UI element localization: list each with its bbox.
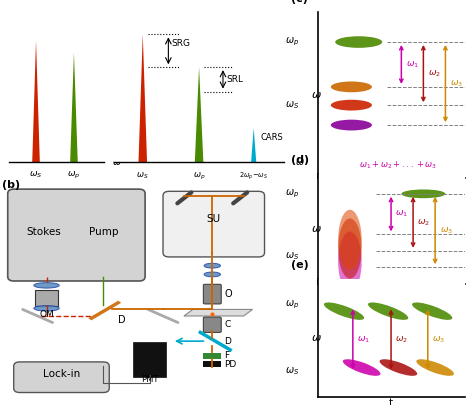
FancyBboxPatch shape <box>203 361 221 367</box>
Ellipse shape <box>34 306 59 311</box>
Ellipse shape <box>380 359 417 376</box>
Text: $\omega_3$: $\omega_3$ <box>450 78 463 89</box>
Text: D: D <box>118 315 126 324</box>
Text: SRG: SRG <box>172 39 191 48</box>
Polygon shape <box>70 53 78 162</box>
Text: PMT: PMT <box>141 375 158 384</box>
Text: SRL: SRL <box>227 75 243 84</box>
Ellipse shape <box>338 232 362 292</box>
FancyBboxPatch shape <box>203 284 221 304</box>
Ellipse shape <box>331 119 372 130</box>
Ellipse shape <box>331 100 372 111</box>
Text: $\omega_1$: $\omega_1$ <box>357 334 370 345</box>
Text: SU: SU <box>207 214 221 224</box>
Polygon shape <box>88 301 121 320</box>
Text: $\omega_3$: $\omega_3$ <box>439 225 453 236</box>
Text: (e): (e) <box>291 260 309 270</box>
Text: $\omega_p$: $\omega_p$ <box>67 170 81 181</box>
Text: Lock-in: Lock-in <box>43 369 80 379</box>
Text: F: F <box>224 351 229 360</box>
Text: $\omega_1+\omega_2+...+\omega_3$: $\omega_1+\omega_2+...+\omega_3$ <box>359 160 438 171</box>
Text: $\omega_p$: $\omega_p$ <box>285 188 300 200</box>
FancyBboxPatch shape <box>203 317 221 333</box>
Text: $\omega_2$: $\omega_2$ <box>395 334 409 345</box>
Text: $\omega_S$: $\omega_S$ <box>29 170 43 180</box>
Ellipse shape <box>412 303 452 320</box>
Y-axis label: $\omega$: $\omega$ <box>311 90 321 100</box>
Polygon shape <box>195 67 203 162</box>
X-axis label: t: t <box>389 285 393 295</box>
Ellipse shape <box>338 210 362 270</box>
Text: (b): (b) <box>2 180 20 190</box>
Polygon shape <box>138 34 147 162</box>
Text: $\omega_p$: $\omega_p$ <box>285 36 300 48</box>
Text: $\omega$: $\omega$ <box>295 157 304 167</box>
Text: $\omega_2$: $\omega_2$ <box>418 217 430 228</box>
Text: CARS: CARS <box>261 133 283 142</box>
Text: $\omega_1$: $\omega_1$ <box>406 59 419 70</box>
Text: $2\omega_p\!-\!\omega_S$: $2\omega_p\!-\!\omega_S$ <box>239 171 268 182</box>
Ellipse shape <box>331 81 372 92</box>
Ellipse shape <box>335 36 382 48</box>
Text: (d): (d) <box>291 155 309 165</box>
FancyBboxPatch shape <box>8 189 145 281</box>
X-axis label: t: t <box>389 398 393 405</box>
Text: (c): (c) <box>291 0 308 4</box>
Text: $\omega_S$: $\omega_S$ <box>285 250 300 262</box>
Text: OM: OM <box>39 310 54 319</box>
Text: C: C <box>224 320 230 329</box>
Ellipse shape <box>416 359 454 376</box>
Ellipse shape <box>343 359 381 376</box>
X-axis label: t: t <box>389 179 393 190</box>
Text: $\omega$: $\omega$ <box>112 157 122 167</box>
Y-axis label: $\omega$: $\omega$ <box>311 333 321 343</box>
Polygon shape <box>184 309 253 316</box>
Ellipse shape <box>34 283 59 288</box>
Text: $\omega_p$: $\omega_p$ <box>193 171 205 182</box>
Ellipse shape <box>401 190 446 198</box>
Text: $\omega_1$: $\omega_1$ <box>395 209 409 220</box>
FancyBboxPatch shape <box>133 342 166 377</box>
FancyBboxPatch shape <box>203 353 221 359</box>
Text: $\omega_S$: $\omega_S$ <box>285 365 300 377</box>
Polygon shape <box>251 128 256 162</box>
Text: Pump: Pump <box>89 227 118 237</box>
FancyBboxPatch shape <box>163 191 264 257</box>
Ellipse shape <box>204 272 220 277</box>
Text: $\omega_3$: $\omega_3$ <box>432 334 445 345</box>
Y-axis label: $\omega$: $\omega$ <box>311 224 321 234</box>
Text: PD: PD <box>224 360 237 369</box>
Text: D: D <box>224 337 231 345</box>
Ellipse shape <box>324 303 364 320</box>
Text: $\omega_S$: $\omega_S$ <box>137 171 149 181</box>
FancyBboxPatch shape <box>35 290 58 306</box>
Text: O: O <box>224 289 232 299</box>
FancyBboxPatch shape <box>14 362 109 392</box>
Text: $\omega_2$: $\omega_2$ <box>428 68 441 79</box>
Ellipse shape <box>338 218 362 279</box>
Text: $\omega_p$: $\omega_p$ <box>285 299 300 311</box>
Polygon shape <box>32 40 40 162</box>
Text: Stokes: Stokes <box>26 227 61 237</box>
Ellipse shape <box>368 303 408 320</box>
Ellipse shape <box>204 263 220 268</box>
Text: $\omega_S$: $\omega_S$ <box>285 99 300 111</box>
